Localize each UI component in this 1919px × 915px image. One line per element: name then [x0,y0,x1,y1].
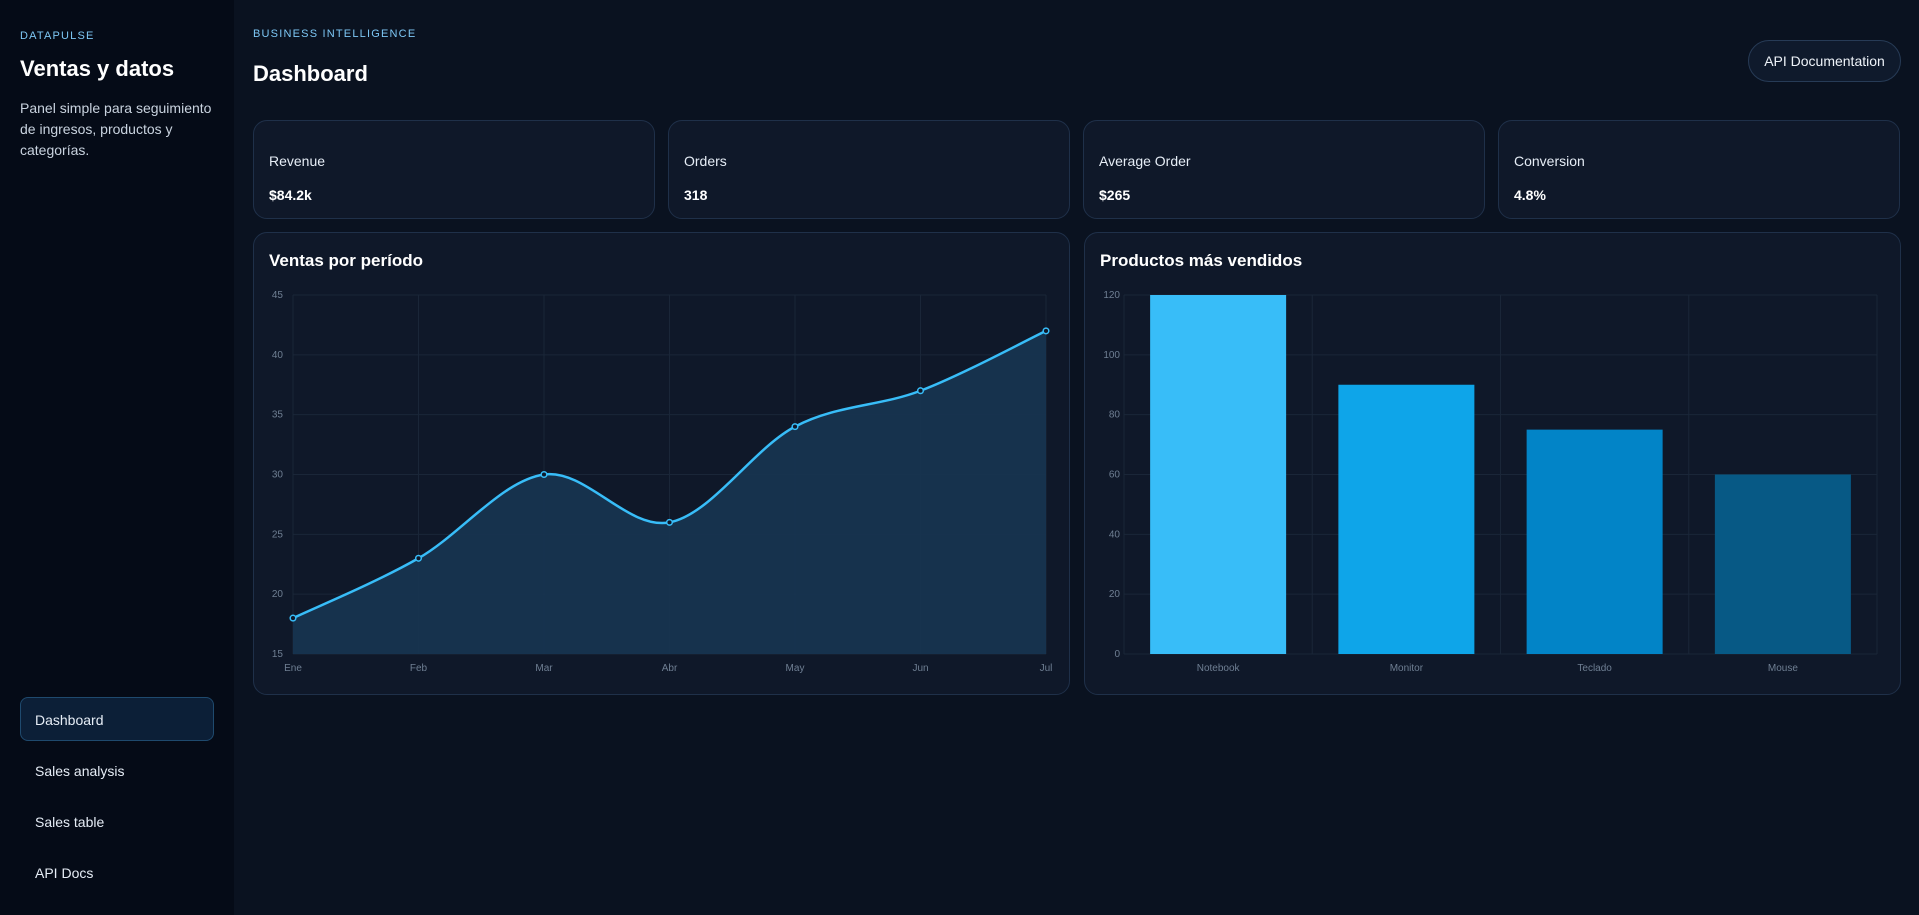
x-tick-label: Mouse [1768,663,1798,674]
sales-data-point [791,423,799,431]
product-bar [1338,384,1475,654]
nav-item-sales-analysis[interactable]: Sales analysis [35,763,125,779]
x-tick-label: Jul [1040,663,1053,674]
x-tick-label: Notebook [1197,663,1241,674]
sales-area-fill [293,330,1046,654]
sales-data-point [665,518,674,526]
sidebar-description: Panel simple para seguimiento de ingreso… [20,100,212,158]
y-tick-label: 20 [1109,589,1121,600]
kpi-card-orders: Orders 318 [668,120,1070,219]
sales-data-point [289,614,297,622]
x-tick-label: Mar [535,663,553,674]
y-tick-label: 0 [1114,649,1120,660]
nav-item-dashboard[interactable]: Dashboard [20,697,214,741]
x-tick-label: Abr [662,663,678,674]
x-tick-label: Feb [410,663,428,674]
product-bar [1150,295,1287,654]
y-tick-label: 25 [272,529,284,540]
kpi-card-revenue: Revenue $84.2k [253,120,655,219]
kpi-value: 4.8% [1514,187,1546,203]
sales-data-point [916,387,925,395]
y-tick-label: 120 [1103,290,1120,301]
chart-title: Productos más vendidos [1100,251,1303,270]
y-tick-label: 40 [272,350,284,361]
y-tick-label: 60 [1109,470,1121,481]
x-tick-label: Teclado [1577,663,1612,674]
sales-by-period-card: Ventas por período 15 20 25 30 35 40 45 Ene Feb M… [253,232,1070,695]
kpi-value: $265 [1099,187,1131,203]
y-tick-label: 100 [1103,350,1120,361]
sales-data-point [414,554,423,562]
kpi-card-conversion: Conversion 4.8% [1498,120,1900,219]
nav-item-api-docs[interactable]: API Docs [35,865,94,881]
sidebar-title: Ventas y datos [20,56,175,81]
x-tick-label: Ene [284,663,302,674]
nav-item-sales-table[interactable]: Sales table [35,814,105,830]
chart-title: Ventas por período [269,251,423,270]
kpi-label: Conversion [1514,153,1585,169]
kpi-value: $84.2k [269,187,312,203]
sales-line-chart: 15 20 25 30 35 40 45 Ene Feb Mar Abr May Jun Jul [272,290,1053,674]
y-tick-label: 80 [1109,410,1121,421]
y-tick-label: 15 [272,649,284,660]
section-eyebrow: BUSINESS INTELLIGENCE [253,28,417,40]
top-products-card: Productos más vendidos 0 20 40 60 80 100 120 No… [1084,232,1901,695]
kpi-value: 318 [684,187,708,203]
x-tick-label: Monitor [1390,663,1424,674]
products-bar-chart: 0 20 40 60 80 100 120 Notebook Monitor Teclado Mou… [1103,290,1878,674]
kpi-card-average-order: Average Order $265 [1083,120,1485,219]
x-tick-label: May [786,663,805,674]
sales-data-point [540,470,548,479]
sales-data-point [1042,327,1050,335]
y-tick-label: 35 [272,410,284,421]
y-tick-label: 45 [272,290,284,301]
sidebar: DATAPULSE Ventas y datos Panel simple pa… [0,0,234,915]
y-tick-label: 30 [272,470,284,481]
kpi-label: Orders [684,153,727,169]
api-documentation-button[interactable]: API Documentation [1748,40,1901,82]
x-tick-label: Jun [912,663,928,674]
y-tick-label: 20 [272,589,284,600]
brand-name: DATAPULSE [20,30,95,42]
sidebar-nav: Dashboard Sales analysis Sales table API… [20,697,214,901]
kpi-label: Revenue [269,153,326,169]
y-tick-label: 40 [1109,529,1121,540]
main-content: BUSINESS INTELLIGENCE Dashboard API Docu… [234,0,1919,915]
product-bar [1714,474,1851,654]
product-bar [1526,429,1663,654]
page-title: Dashboard [253,61,368,86]
kpi-label: Average Order [1099,153,1191,169]
